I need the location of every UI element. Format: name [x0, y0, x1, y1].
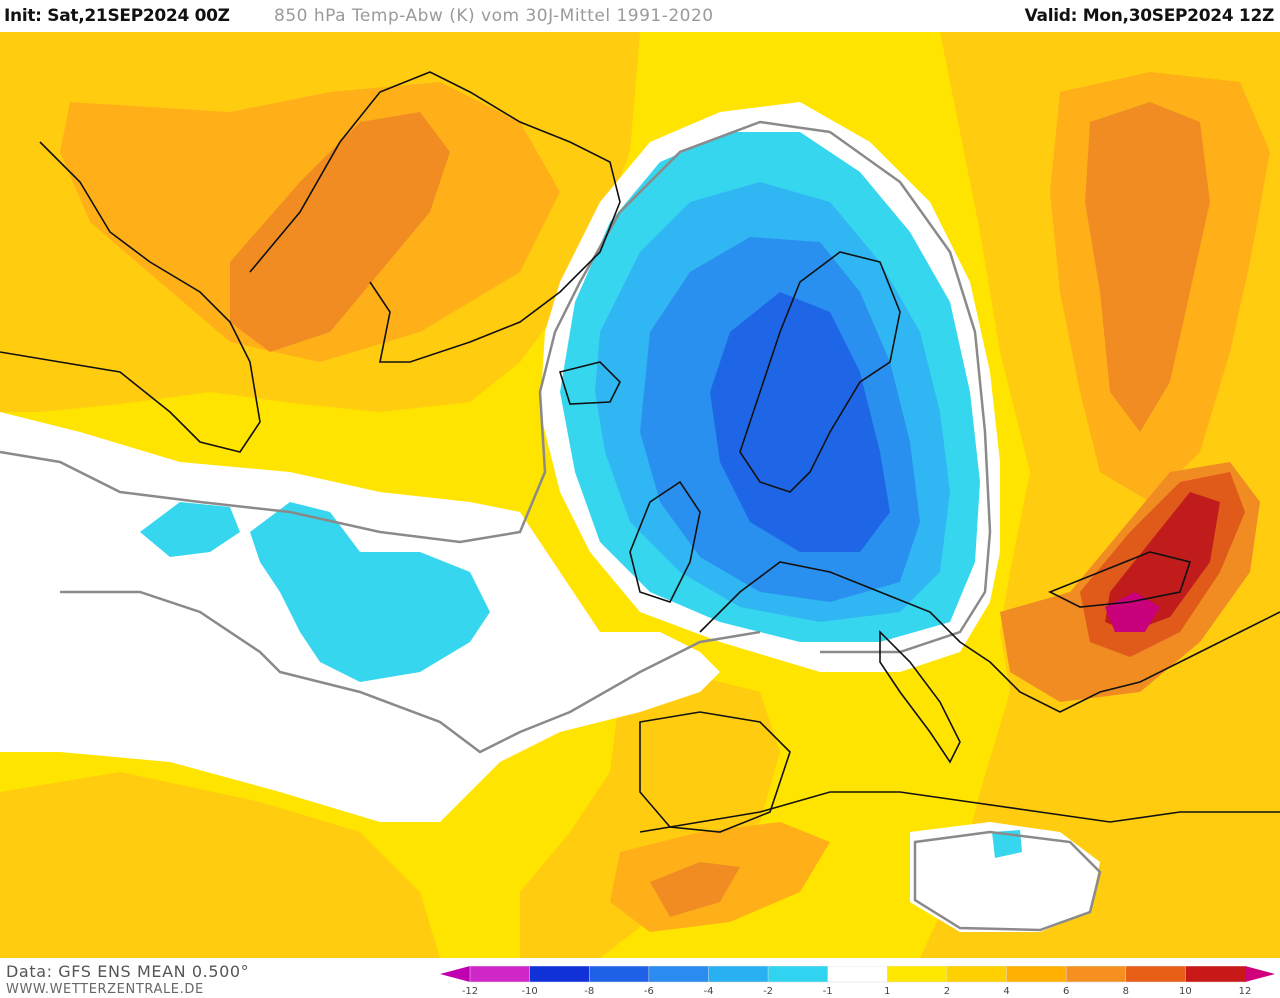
anomaly-map: [0, 32, 1280, 958]
coastline-europe-mainland: [699, 561, 1280, 713]
legend-swatch: [946, 966, 1008, 983]
coastline-italy: [879, 630, 961, 764]
zero-isoline-scandinavia: [820, 130, 992, 654]
data-source: Data: GFS ENS MEAN 0.500°: [6, 962, 250, 981]
website-credit: WWW.WETTERZENTRALE.DE: [6, 982, 204, 997]
coastline-iberia: [639, 711, 791, 833]
legend-swatch: [1065, 966, 1127, 983]
legend-swatch: [1185, 966, 1246, 983]
init-time: Init: Sat,21SEP2024 00Z: [4, 6, 230, 26]
zero-isoline-libya: [913, 830, 1102, 932]
legend-tick-label: -2: [763, 986, 773, 996]
coastline-scandinavia: [739, 251, 901, 493]
legend-swatch: [767, 966, 829, 983]
legend-tick-label: 4: [1003, 986, 1009, 996]
legend-tick-label: -4: [703, 986, 713, 996]
map-title: 850 hPa Temp-Abw (K) vom 30J-Mittel 1991…: [274, 6, 714, 26]
coastline-british-isles: [629, 480, 701, 603]
cold-anomaly-core: [710, 292, 890, 552]
legend-tick-label: 6: [1063, 986, 1069, 996]
cold-anomaly-libya: [992, 830, 1022, 858]
legend-tick-label: -1: [823, 986, 833, 996]
extreme-anomaly-turkey: [1105, 592, 1160, 632]
cold-anomaly-atlantic-west: [140, 502, 240, 557]
valid-time: Valid: Mon,30SEP2024 12Z: [1024, 6, 1275, 26]
legend-arrow-low: [440, 966, 470, 982]
legend-swatch: [708, 966, 769, 983]
legend-scale: -12 -10 -8 -6 -4 -2 -1 1 2 4 6 8 10 12: [440, 966, 1275, 996]
legend-swatch: [1006, 966, 1067, 983]
map-canvas: [0, 32, 1280, 958]
legend-tick-label: 1: [884, 986, 890, 996]
coastline-black-sea: [1048, 551, 1192, 608]
legend-swatch: [529, 966, 590, 983]
legend-swatch: [588, 966, 650, 983]
map-footer: Data: GFS ENS MEAN 0.500° WWW.WETTERZENT…: [0, 958, 1280, 998]
map-header: Init: Sat,21SEP2024 00Z 850 hPa Temp-Abw…: [0, 0, 1280, 32]
legend-tick-label: 10: [1179, 986, 1192, 996]
legend-swatch: [1125, 966, 1187, 983]
legend-tick-label: -12: [462, 986, 478, 996]
coastline-greenland: [249, 71, 621, 363]
cold-anomaly-atlantic-central: [250, 502, 490, 682]
coastline-north-africa: [639, 791, 1280, 833]
legend-swatch: [827, 966, 889, 983]
warm-anomaly-southwest: [0, 772, 440, 958]
legend-tick-label: -6: [644, 986, 654, 996]
warm-anomaly-greenland-peak: [230, 112, 450, 352]
legend-tick-label: 2: [944, 986, 950, 996]
legend-arrow-high: [1245, 966, 1275, 982]
warm-anomaly-iberia: [520, 677, 780, 958]
legend-tick-label: -10: [521, 986, 537, 996]
coastline-iceland: [558, 361, 621, 405]
color-legend: -12 -10 -8 -6 -4 -2 -1 1 2 4 6 8 10 12: [440, 966, 1275, 996]
zero-isoline-atlantic: [0, 120, 831, 544]
legend-tick-label: -8: [584, 986, 594, 996]
legend-tick-label: 12: [1239, 986, 1252, 996]
legend-swatch: [887, 966, 948, 983]
neutral-anomaly-libya: [910, 822, 1100, 932]
warm-anomaly-morocco: [650, 862, 740, 917]
warm-anomaly-russia-peak: [1085, 102, 1210, 432]
legend-tick-label: 8: [1123, 986, 1129, 996]
zero-isoline-south: [60, 590, 761, 754]
legend-swatch: [648, 966, 710, 983]
legend-swatch: [469, 966, 531, 983]
coastline-canada: [0, 141, 261, 453]
